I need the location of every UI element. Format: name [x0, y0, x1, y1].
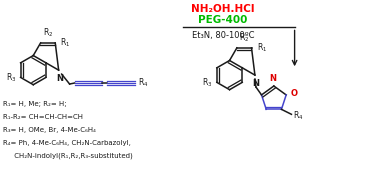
- Text: CH₂N-indolyl(R₁,R₂,R₃-substituted): CH₂N-indolyl(R₁,R₂,R₃-substituted): [3, 152, 132, 159]
- Text: R$_4$: R$_4$: [293, 109, 304, 122]
- Text: O: O: [290, 89, 297, 98]
- Text: R$_1$: R$_1$: [257, 42, 267, 54]
- Text: R$_3$: R$_3$: [203, 76, 213, 89]
- Text: R$_3$: R$_3$: [6, 71, 17, 84]
- Text: R₁= H, Me; R₂= H;: R₁= H, Me; R₂= H;: [3, 101, 66, 107]
- Text: R$_2$: R$_2$: [239, 31, 249, 44]
- Text: N: N: [253, 79, 259, 88]
- Text: N: N: [270, 74, 276, 83]
- Text: R$_2$: R$_2$: [43, 26, 53, 39]
- Text: NH₂OH.HCl: NH₂OH.HCl: [191, 4, 255, 14]
- Text: PEG-400: PEG-400: [198, 15, 248, 24]
- Text: R$_1$: R$_1$: [60, 37, 70, 49]
- Text: R$_4$: R$_4$: [138, 77, 149, 89]
- Text: R₄= Ph, 4-Me-C₆H₄, CH₂N-Carbazolyl,: R₄= Ph, 4-Me-C₆H₄, CH₂N-Carbazolyl,: [3, 140, 130, 146]
- Text: Et₃N, 80-100ºC: Et₃N, 80-100ºC: [192, 31, 254, 40]
- Text: N: N: [56, 74, 63, 83]
- Text: R₁-R₂= CH=CH-CH=CH: R₁-R₂= CH=CH-CH=CH: [3, 114, 83, 120]
- Text: R₃= H, OMe, Br, 4-Me-C₆H₄: R₃= H, OMe, Br, 4-Me-C₆H₄: [3, 127, 96, 133]
